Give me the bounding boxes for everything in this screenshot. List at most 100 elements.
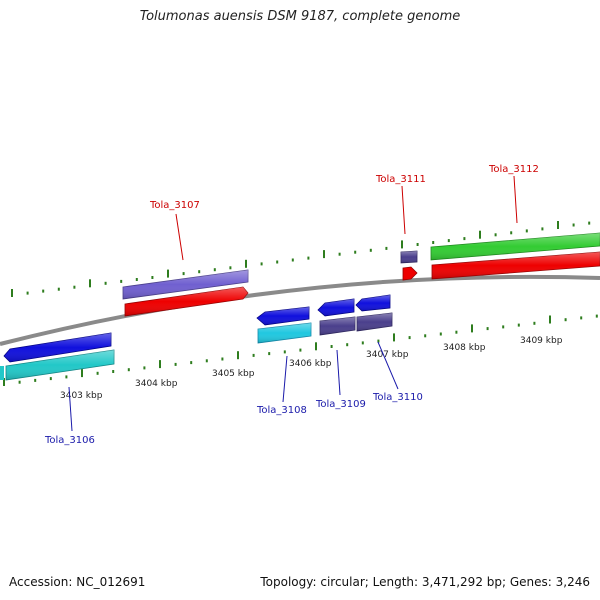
gene-callouts — [68, 175, 518, 432]
tick-top-major — [323, 250, 325, 259]
gene-tola-3107[interactable] — [122, 269, 249, 317]
tick-bottom-minor — [299, 348, 302, 352]
tick-top-minor — [182, 272, 185, 276]
tick-bottom-major — [3, 378, 5, 386]
tick-top-minor — [369, 248, 372, 252]
gene-label-tola-3111[interactable]: Tola_3111 — [375, 174, 426, 185]
tick-bottom-minor — [49, 377, 52, 381]
callout-tola-3106 — [68, 386, 73, 432]
tick-top-minor — [120, 279, 123, 283]
gene-label-tola-3110[interactable]: Tola_3110 — [372, 392, 423, 403]
callout-tola-3110 — [377, 341, 399, 390]
tick-top-minor — [135, 278, 138, 281]
callout-tola-3108 — [282, 355, 288, 403]
tick-bottom-minor — [221, 357, 224, 361]
tick-top-minor — [26, 291, 29, 295]
topology-label: Topology: circular; Length: 3,471,292 bp… — [260, 575, 590, 589]
gene-tola-3111-cds — [402, 266, 418, 281]
tick-bottom-major — [393, 333, 395, 342]
gene-label-tola-3108[interactable]: Tola_3108 — [256, 405, 307, 416]
tick-bottom-minor — [502, 325, 505, 329]
tick-bottom-minor — [205, 359, 208, 363]
gene-tola-3112[interactable] — [430, 232, 600, 280]
gene-label-tola-3106[interactable]: Tola_3106 — [44, 435, 95, 446]
tick-top-minor — [307, 256, 310, 260]
tick-top-minor — [510, 231, 513, 235]
tick-bottom-minor — [96, 371, 99, 375]
tick-marks-bottom — [3, 314, 598, 386]
tick-bottom-minor — [486, 327, 489, 331]
tick-top-minor — [354, 250, 357, 254]
tick-bottom-major — [81, 369, 83, 378]
tick-marks-top — [11, 221, 591, 297]
tick-bottom-minor — [174, 362, 177, 366]
tick-bottom-minor — [580, 316, 583, 320]
tick-bottom-minor — [127, 368, 130, 372]
gene-label-tola-3109[interactable]: Tola_3109 — [315, 399, 366, 410]
tick-top-minor — [198, 270, 201, 274]
gene-tola-3110[interactable] — [355, 294, 393, 332]
scale-labels: 3403 kbp 3404 kbp 3405 kbp 3406 kbp 3407… — [60, 336, 563, 401]
tick-bottom-minor — [18, 380, 21, 384]
scale-label-3405: 3405 kbp — [212, 369, 255, 379]
tick-bottom-minor — [564, 318, 567, 322]
tick-bottom-minor — [595, 314, 598, 318]
tick-top-minor — [588, 221, 591, 225]
tick-bottom-minor — [408, 336, 411, 340]
gene-tola-3111[interactable] — [400, 250, 418, 281]
map-title: Tolumonas auensis DSM 9187, complete gen… — [139, 9, 461, 24]
tick-bottom-minor — [517, 323, 520, 327]
callout-tola-3112 — [513, 175, 518, 224]
tick-top-minor — [463, 237, 466, 241]
tick-top-minor — [57, 287, 60, 291]
tick-top-major — [479, 230, 481, 239]
scale-label-3407: 3407 kbp — [366, 350, 409, 360]
tick-top-minor — [525, 229, 528, 233]
gene-label-tola-3112[interactable]: Tola_3112 — [488, 164, 539, 175]
tick-bottom-minor — [330, 345, 333, 348]
tick-bottom-minor — [533, 321, 536, 325]
tick-bottom-minor — [346, 343, 349, 347]
tick-bottom-minor — [283, 350, 286, 354]
gene-tola-3108[interactable] — [256, 306, 312, 344]
callout-tola-3111 — [401, 185, 406, 235]
tick-bottom-minor — [252, 353, 255, 357]
tick-top-major — [11, 289, 13, 297]
tick-top-minor — [73, 285, 76, 289]
tick-top-minor — [416, 243, 419, 246]
tick-bottom-major — [315, 342, 317, 351]
tick-top-minor — [260, 262, 263, 266]
tick-bottom-minor — [361, 341, 364, 345]
tick-top-major — [167, 269, 169, 278]
tick-bottom-major — [237, 351, 239, 360]
tick-top-major — [557, 221, 559, 229]
tick-top-minor — [276, 260, 279, 264]
callout-tola-3109 — [336, 349, 341, 396]
tick-bottom-major — [549, 315, 551, 324]
gene-label-tola-3107[interactable]: Tola_3107 — [149, 200, 200, 211]
callout-tola-3107 — [175, 213, 184, 261]
gene-tola-3106[interactable] — [0, 332, 115, 381]
tick-top-minor — [541, 227, 544, 231]
tick-bottom-minor — [112, 370, 115, 373]
tick-bottom-minor — [439, 332, 442, 336]
tick-top-minor — [385, 246, 388, 250]
scale-label-3409: 3409 kbp — [520, 336, 563, 346]
tick-top-minor — [291, 258, 294, 262]
genome-backbone — [0, 274, 600, 346]
tick-bottom-minor — [455, 330, 458, 334]
tick-bottom-minor — [65, 375, 68, 379]
tick-bottom-minor — [190, 361, 193, 365]
tick-top-minor — [494, 233, 497, 237]
scale-label-3406: 3406 kbp — [289, 359, 332, 369]
scale-label-3403: 3403 kbp — [60, 391, 103, 401]
tick-bottom-minor — [268, 352, 271, 356]
tick-top-minor — [104, 281, 107, 285]
tick-top-major — [401, 240, 403, 249]
tick-top-minor — [338, 252, 341, 256]
tick-bottom-major — [471, 324, 473, 333]
gene-tola-3109[interactable] — [317, 298, 356, 336]
tick-bottom-minor — [34, 378, 37, 382]
tick-top-minor — [229, 266, 232, 270]
